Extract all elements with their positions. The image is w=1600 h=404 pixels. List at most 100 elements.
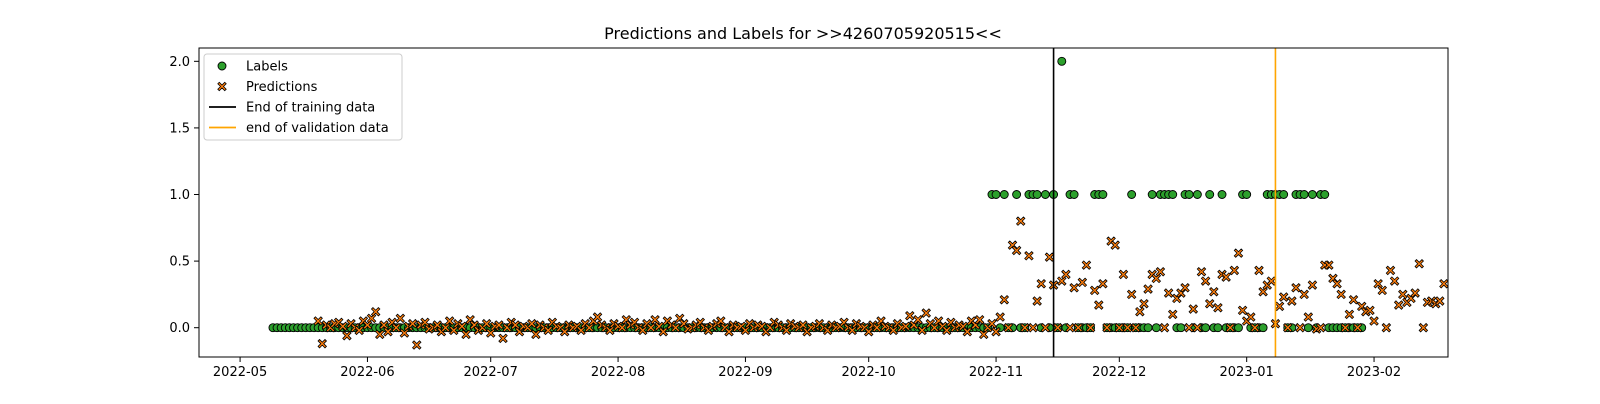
- prediction-point: [913, 314, 923, 325]
- prediction-point: [1073, 322, 1083, 333]
- prediction-point: [354, 325, 364, 336]
- prediction-point: [1225, 322, 1236, 333]
- label-point: [1032, 190, 1042, 199]
- prediction-point: [1192, 322, 1203, 333]
- prediction-point: [991, 326, 1001, 337]
- x-tick-label: 2023-02: [1347, 365, 1401, 380]
- legend-entry-label: Predictions: [246, 80, 318, 95]
- label-point: [1012, 190, 1022, 199]
- label-point: [1320, 190, 1330, 199]
- label-point: [1040, 190, 1050, 199]
- prediction-point: [1381, 322, 1392, 333]
- prediction-point: [448, 325, 459, 336]
- prediction-point: [1266, 276, 1277, 286]
- x-tick-label: 2022-09: [718, 365, 772, 380]
- prediction-point: [1307, 280, 1318, 290]
- prediction-point: [1155, 266, 1166, 277]
- prediction-point: [1352, 322, 1363, 333]
- prediction-point: [650, 314, 660, 325]
- prediction-point: [1024, 251, 1034, 261]
- prediction-point: [1435, 296, 1445, 306]
- prediction-point: [905, 310, 915, 321]
- prediction-point: [457, 321, 467, 332]
- prediction-point: [1085, 322, 1096, 333]
- label-point: [1143, 323, 1153, 333]
- prediction-point: [888, 325, 899, 336]
- label-point: [1213, 323, 1223, 333]
- prediction-point: [440, 322, 451, 333]
- x-tick-label: 2022-11: [969, 365, 1023, 380]
- prediction-point: [432, 320, 443, 330]
- prediction-point: [1204, 298, 1215, 309]
- prediction-point: [1213, 302, 1223, 313]
- label-point: [1127, 190, 1137, 199]
- label-point: [1205, 190, 1215, 199]
- prediction-point: [1126, 289, 1137, 300]
- prediction-point: [584, 322, 595, 333]
- legend-entry-label: End of training data: [246, 101, 375, 116]
- prediction-point: [605, 325, 615, 336]
- y-tick-label: 0.5: [169, 255, 190, 270]
- prediction-point: [847, 325, 858, 336]
- prediction-point: [592, 312, 603, 322]
- prediction-point: [929, 322, 940, 333]
- prediction-point: [658, 326, 669, 337]
- prediction-point: [395, 313, 406, 324]
- label-point: [1217, 190, 1227, 199]
- prediction-point: [1094, 300, 1104, 310]
- prediction-point: [1196, 266, 1207, 277]
- y-tick-label: 0.0: [169, 321, 190, 336]
- prediction-point: [1237, 305, 1248, 316]
- prediction-point: [1139, 298, 1149, 309]
- prediction-point: [1110, 240, 1120, 250]
- prediction-point: [978, 329, 989, 340]
- prediction-point: [576, 325, 586, 336]
- prediction-point: [1410, 288, 1420, 298]
- prediction-point: [461, 329, 471, 340]
- y-tick-label: 2.0: [169, 55, 190, 70]
- prediction-point: [1324, 260, 1334, 270]
- prediction-point: [941, 325, 952, 336]
- prediction-point: [1274, 301, 1285, 312]
- prediction-point: [1069, 282, 1079, 293]
- prediction-point: [1439, 278, 1449, 289]
- prediction-point: [1348, 294, 1359, 305]
- prediction-point: [1209, 286, 1219, 297]
- prediction-point: [1061, 269, 1071, 280]
- series-labels: [268, 56, 1367, 333]
- legend-labels-marker: [217, 61, 227, 71]
- prediction-point: [411, 340, 422, 350]
- prediction-point: [1098, 278, 1108, 289]
- prediction-point: [1015, 216, 1026, 226]
- prediction-point: [1188, 304, 1199, 314]
- prediction-point: [781, 325, 792, 336]
- prediction-point: [1011, 245, 1022, 256]
- prediction-point: [617, 322, 627, 333]
- prediction-point: [1135, 306, 1145, 317]
- legend: Labels Predictions End of training data end…: [203, 53, 403, 141]
- prediction-point: [1250, 322, 1260, 333]
- legend-box: [203, 53, 403, 141]
- prediction-point: [1295, 322, 1305, 333]
- label-point: [1258, 323, 1268, 333]
- prediction-point: [1283, 322, 1293, 333]
- prediction-point: [995, 312, 1005, 322]
- prediction-point: [999, 294, 1010, 305]
- prediction-point: [1151, 273, 1162, 284]
- prediction-point: [1036, 278, 1047, 289]
- prediction-point: [407, 318, 418, 329]
- label-point: [1279, 190, 1289, 199]
- prediction-point: [1278, 292, 1289, 302]
- legend-entry-label: Labels: [246, 60, 288, 75]
- prediction-point: [481, 318, 492, 329]
- label-point: [1098, 190, 1108, 199]
- prediction-point: [1118, 269, 1129, 280]
- prediction-point: [1040, 322, 1051, 333]
- prediction-point: [366, 313, 377, 324]
- prediction-point: [1089, 285, 1100, 296]
- prediction-point: [1365, 305, 1375, 316]
- prediction-point: [498, 333, 508, 344]
- prediction-point: [338, 321, 348, 332]
